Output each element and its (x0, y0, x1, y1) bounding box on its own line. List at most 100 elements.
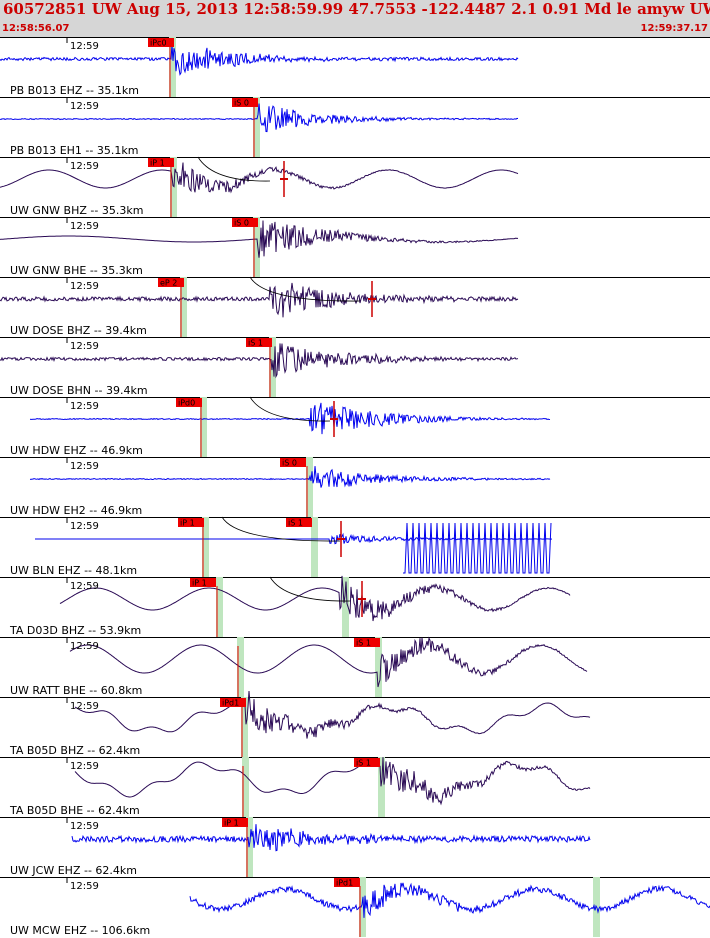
pick-label[interactable]: iP 1 (190, 578, 216, 588)
time-tick-label: 12:59 (70, 821, 99, 832)
pick-text: iS 1 (288, 519, 303, 528)
pick-text: iPd1 (222, 699, 239, 708)
pick-band (170, 157, 177, 217)
pick-box (232, 98, 258, 107)
pick-text: iP 1 (224, 819, 239, 828)
waveform (74, 757, 591, 806)
pick-band (200, 397, 207, 457)
channel-label: UW MCW EHZ -- 106.6km (10, 924, 150, 937)
waveform (0, 103, 519, 133)
trace-row[interactable]: iPd1 12:59 TA B05D BHZ -- 62.4km (0, 690, 710, 757)
trace-row[interactable]: iPd0 12:59 UW HDW EHZ -- 46.9km (0, 396, 710, 457)
pick-label[interactable]: eP 2 (158, 278, 184, 288)
pick-label[interactable]: iS 0 (280, 458, 306, 468)
pick-label[interactable]: iPd1 (220, 698, 246, 708)
travel-time-curve (249, 396, 331, 422)
pick-label[interactable]: iS 0 (232, 98, 258, 108)
channel-label: PB B013 EH1 -- 35.1km (10, 144, 138, 157)
pick-band (342, 577, 349, 637)
time-tick-label: 12:59 (70, 221, 99, 232)
waveform (29, 466, 551, 488)
pick-band (202, 517, 209, 577)
channel-label: UW DOSE BHZ -- 39.4km (10, 324, 147, 337)
time-tick-label: 12:59 (70, 41, 99, 52)
channel-label: UW JCW EHZ -- 62.4km (10, 864, 137, 877)
pick-box (286, 518, 312, 527)
trace-row[interactable]: iS 1 12:59 UW RATT BHE -- 60.8km (0, 636, 710, 697)
pick-box (148, 38, 174, 47)
waveform (35, 532, 553, 545)
pick-band (241, 697, 248, 757)
pick-label[interactable]: iP 1 (222, 818, 248, 828)
pick-band (216, 577, 223, 637)
event-header: 60572851 UW Aug 15, 2013 12:58:59.99 47.… (0, 0, 710, 37)
pick-band (375, 637, 382, 697)
pick-text: iS 1 (356, 639, 371, 648)
time-tick-label: 12:59 (70, 881, 99, 892)
waveform (69, 636, 588, 688)
trace-row[interactable]: iP 1 12:59 UW JCW EHZ -- 62.4km (0, 817, 710, 877)
pick-box (246, 338, 272, 347)
trace-panel[interactable]: iPc0 12:59 PB B013 EHZ -- 35.1km iS 0 12:59 P… (0, 37, 710, 938)
pick-box (232, 218, 258, 227)
trace-row[interactable]: iP 1 iS 1 12:59 UW BLN EHZ -- 48.1km (0, 516, 710, 577)
trace-row[interactable]: eP 2 12:59 UW DOSE BHZ -- 39.4km (0, 276, 710, 337)
trace-row[interactable]: iP 1 12:59 TA D03D BHZ -- 53.9km (0, 575, 710, 637)
pick-band (311, 517, 318, 577)
pick-band (242, 757, 249, 817)
trace-row[interactable]: iPd1 12:59 UW MCW EHZ -- 106.6km (0, 877, 710, 937)
pick-band (180, 277, 187, 337)
window-end-time: 12:59:37.17 (640, 23, 708, 34)
pick-label[interactable]: iS 1 (286, 518, 312, 528)
pick-band (359, 877, 366, 937)
trace-row[interactable]: iS 0 12:59 PB B013 EH1 -- 35.1km (0, 97, 710, 157)
time-tick-label: 12:59 (70, 161, 99, 172)
travel-time-curve (197, 156, 271, 182)
channel-label: TA B05D BHZ -- 62.4km (9, 744, 140, 757)
pick-label[interactable]: iPd0 (176, 398, 202, 408)
pick-label[interactable]: iP 1 (178, 518, 204, 528)
pick-label[interactable]: iS 0 (232, 218, 258, 228)
pick-label[interactable]: iS 1 (246, 338, 272, 348)
channel-label: UW DOSE BHN -- 39.4km (10, 384, 148, 397)
pick-box (280, 458, 306, 467)
channel-label: UW GNW BHZ -- 35.3km (10, 204, 143, 217)
time-tick-label: 12:59 (70, 701, 99, 712)
time-tick-label: 12:59 (70, 401, 99, 412)
pick-text: eP 2 (160, 279, 177, 288)
pick-label[interactable]: iPc0 (148, 38, 174, 48)
trace-row[interactable]: iS 1 12:59 TA B05D BHE -- 62.4km (0, 757, 710, 817)
pick-band (253, 97, 260, 157)
pick-text: iP 1 (192, 579, 207, 588)
pick-label[interactable]: iP 1 (148, 158, 174, 168)
waveform (74, 690, 591, 739)
travel-time-curve (221, 516, 341, 542)
pick-label[interactable]: iPd1 (334, 878, 360, 888)
trace-row[interactable]: iS 1 12:59 UW DOSE BHN -- 39.4km (0, 337, 710, 397)
pick-box (148, 158, 174, 167)
trace-canvas[interactable]: iPc0 12:59 PB B013 EHZ -- 35.1km iS 0 12:59 P… (0, 37, 710, 938)
time-tick-label: 12:59 (70, 461, 99, 472)
pick-text: iPd1 (336, 879, 353, 888)
pick-text: iS 0 (234, 219, 249, 228)
trace-row[interactable]: iS 0 12:59 UW HDW EH2 -- 46.9km (0, 457, 710, 517)
pick-band (306, 457, 313, 517)
pick-band (378, 757, 385, 817)
channel-label: UW BLN EHZ -- 48.1km (10, 564, 137, 577)
pick-text: iS 0 (282, 459, 297, 468)
pick-label[interactable]: iS 1 (354, 638, 380, 648)
trace-row[interactable]: iP 1 12:59 UW GNW BHZ -- 35.3km (0, 156, 710, 217)
pick-band (253, 217, 260, 277)
pick-box (354, 758, 380, 767)
waveform (29, 402, 551, 435)
clipped-signal (403, 522, 552, 574)
channel-label: UW RATT BHE -- 60.8km (10, 684, 142, 697)
pick-label[interactable]: iS 1 (354, 758, 380, 768)
waveform (0, 282, 519, 318)
waveform (71, 824, 591, 852)
waveform (0, 343, 519, 379)
trace-row[interactable]: iPc0 12:59 PB B013 EHZ -- 35.1km (0, 37, 710, 97)
pick-text: iP 1 (150, 159, 165, 168)
trace-row[interactable]: iS 0 12:59 UW GNW BHE -- 35.3km (0, 217, 710, 277)
